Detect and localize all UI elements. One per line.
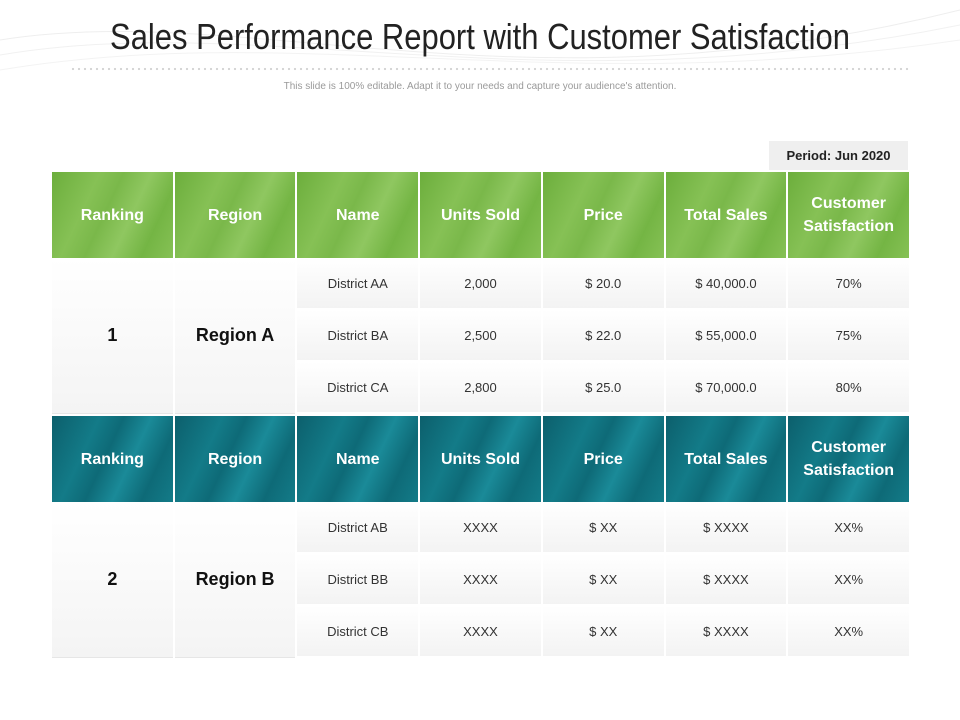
- customer-satisfaction: 70%: [788, 258, 909, 310]
- district-name: District BB: [297, 554, 419, 606]
- units-sold: 2,000: [420, 258, 541, 310]
- header-region: Region: [174, 416, 296, 502]
- units-sold: 2,500: [420, 310, 541, 362]
- header-price: Price: [542, 416, 664, 502]
- total-sales: $ 55,000.0: [665, 310, 787, 362]
- total-sales: $ 70,000.0: [665, 362, 787, 414]
- header-units-sold: Units Sold: [420, 416, 541, 502]
- ranking-cell: 1: [52, 258, 173, 414]
- district-name: District AB: [297, 502, 419, 554]
- header-price: Price: [542, 172, 664, 258]
- header-name: Name: [297, 172, 419, 258]
- customer-satisfaction: 75%: [788, 310, 909, 362]
- units-sold: XXXX: [420, 554, 541, 606]
- header-units-sold: Units Sold: [420, 172, 541, 258]
- header-ranking: Ranking: [52, 172, 173, 258]
- region-cell: Region A: [174, 258, 296, 414]
- district-name: District BA: [297, 310, 419, 362]
- period-label: Period: Jun 2020: [769, 141, 908, 170]
- header-region: Region: [174, 172, 296, 258]
- price: $ 20.0: [542, 258, 664, 310]
- header-customer-satisfaction: Customer Satisfaction: [788, 172, 909, 258]
- total-sales: $ 40,000.0: [665, 258, 787, 310]
- header-ranking: Ranking: [52, 416, 173, 502]
- price: $ XX: [542, 606, 664, 658]
- header-total-sales: Total Sales: [665, 416, 787, 502]
- total-sales: $ XXXX: [665, 606, 787, 658]
- district-name: District CA: [297, 362, 419, 414]
- price: $ 22.0: [542, 310, 664, 362]
- sales-table-region-a: Ranking Region Name Units Sold Price Tot…: [52, 172, 909, 414]
- district-name: District CB: [297, 606, 419, 658]
- units-sold: XXXX: [420, 502, 541, 554]
- header-customer-satisfaction: Customer Satisfaction: [788, 416, 909, 502]
- header-name: Name: [297, 416, 419, 502]
- sales-table-region-b: Ranking Region Name Units Sold Price Tot…: [52, 416, 909, 658]
- region-cell: Region B: [174, 502, 296, 658]
- customer-satisfaction: XX%: [788, 502, 909, 554]
- total-sales: $ XXXX: [665, 554, 787, 606]
- customer-satisfaction: XX%: [788, 554, 909, 606]
- price: $ 25.0: [542, 362, 664, 414]
- units-sold: 2,800: [420, 362, 541, 414]
- customer-satisfaction: 80%: [788, 362, 909, 414]
- title-divider: [70, 66, 910, 72]
- district-name: District AA: [297, 258, 419, 310]
- header-total-sales: Total Sales: [665, 172, 787, 258]
- price: $ XX: [542, 502, 664, 554]
- ranking-cell: 2: [52, 502, 173, 658]
- customer-satisfaction: XX%: [788, 606, 909, 658]
- total-sales: $ XXXX: [665, 502, 787, 554]
- units-sold: XXXX: [420, 606, 541, 658]
- page-subtitle: This slide is 100% editable. Adapt it to…: [283, 81, 677, 92]
- page-title: Sales Performance Report with Customer S…: [110, 16, 850, 57]
- price: $ XX: [542, 554, 664, 606]
